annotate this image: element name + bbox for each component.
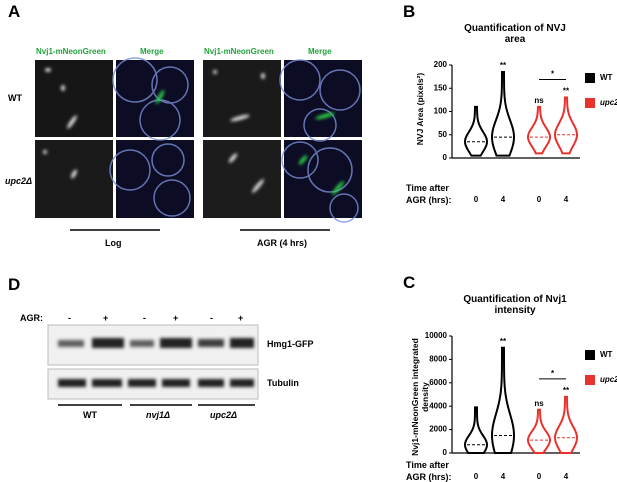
y-tick-label: 10000 <box>425 331 448 340</box>
x-tick-label: 0 <box>537 472 542 481</box>
legend-label: upc2Δ <box>600 375 617 384</box>
x-tick-label: 4 <box>501 472 506 481</box>
violin <box>554 395 578 454</box>
panel-label: B <box>403 2 416 21</box>
y-tick-label: 0 <box>443 448 448 457</box>
column-header: Nvj1-mNeonGreen <box>204 47 274 56</box>
violin <box>491 346 515 454</box>
y-tick-label: 2000 <box>429 425 447 434</box>
legend-label: WT <box>600 350 613 359</box>
significance-label: ns <box>534 399 544 408</box>
legend-swatch <box>585 73 595 83</box>
row-label: upc2Δ <box>5 176 33 186</box>
y-tick-label: 0 <box>443 153 448 162</box>
x-tick-label: 0 <box>474 472 479 481</box>
violin <box>526 105 552 155</box>
significance-label: ** <box>563 87 570 96</box>
lane-label: + <box>238 313 244 323</box>
chart-title: Quantification of NVJ area <box>464 23 566 45</box>
lane-label: - <box>68 313 71 323</box>
treatment-label: AGR: <box>20 313 43 323</box>
x-tick-label: 0 <box>537 195 542 204</box>
y-axis-label: Nvj1-mNeonGreen integrated density <box>410 337 430 456</box>
panel-label: A <box>8 2 21 21</box>
y-axis-label: NVJ Area (pixels²) <box>415 72 425 145</box>
micrographs <box>35 57 362 231</box>
legend-swatch <box>585 98 595 108</box>
legend-label: upc2Δ <box>600 98 617 107</box>
strain-label: WT <box>83 410 97 420</box>
y-tick-label: 6000 <box>429 378 447 387</box>
x-tick-label: 4 <box>501 195 506 204</box>
y-tick-label: 100 <box>434 107 448 116</box>
row-label: WT <box>8 93 22 103</box>
x-tick-label: 0 <box>474 195 479 204</box>
blot-label: Hmg1-GFP <box>267 339 314 349</box>
y-tick-label: 150 <box>434 83 448 92</box>
x-tick-label: 4 <box>564 472 569 481</box>
condition-label: AGR (4 hrs) <box>257 238 308 248</box>
lane-label: + <box>103 313 109 323</box>
significance-label: ** <box>500 61 507 70</box>
chart-title: Quantification of Nvj1 intensity <box>463 294 567 316</box>
column-header: Merge <box>140 47 164 56</box>
y-tick-label: 4000 <box>429 401 447 410</box>
significance-label: ** <box>563 386 570 395</box>
violin <box>491 70 515 157</box>
blot-label: Tubulin <box>267 378 299 388</box>
y-tick-label: 50 <box>438 130 447 139</box>
comparison-label: * <box>551 70 555 79</box>
column-header: Merge <box>308 47 332 56</box>
violin <box>554 96 578 155</box>
panel-label: C <box>403 273 416 292</box>
x-axis-label: Time after AGR (hrs): <box>406 460 452 482</box>
column-header: Nvj1-mNeonGreen <box>36 47 106 56</box>
legend-swatch <box>585 350 595 360</box>
western-blot <box>47 324 259 406</box>
violin <box>464 406 488 454</box>
y-tick-label: 8000 <box>429 355 447 364</box>
legend-label: WT <box>600 73 613 82</box>
significance-label: ** <box>500 337 507 346</box>
comparison-label: * <box>551 369 555 378</box>
x-tick-label: 4 <box>564 195 569 204</box>
violin <box>464 105 488 157</box>
legend-swatch <box>585 375 595 385</box>
violin <box>526 408 552 454</box>
lane-label: - <box>143 313 146 323</box>
lane-label: + <box>173 313 179 323</box>
lane-label: - <box>210 313 213 323</box>
strain-label: upc2Δ <box>210 410 238 420</box>
strain-label: nvj1Δ <box>146 410 171 420</box>
significance-label: ns <box>534 96 544 105</box>
condition-label: Log <box>105 238 122 248</box>
x-axis-label: Time after AGR (hrs): <box>406 183 452 205</box>
panel-label: D <box>8 275 21 294</box>
y-tick-label: 200 <box>434 60 448 69</box>
